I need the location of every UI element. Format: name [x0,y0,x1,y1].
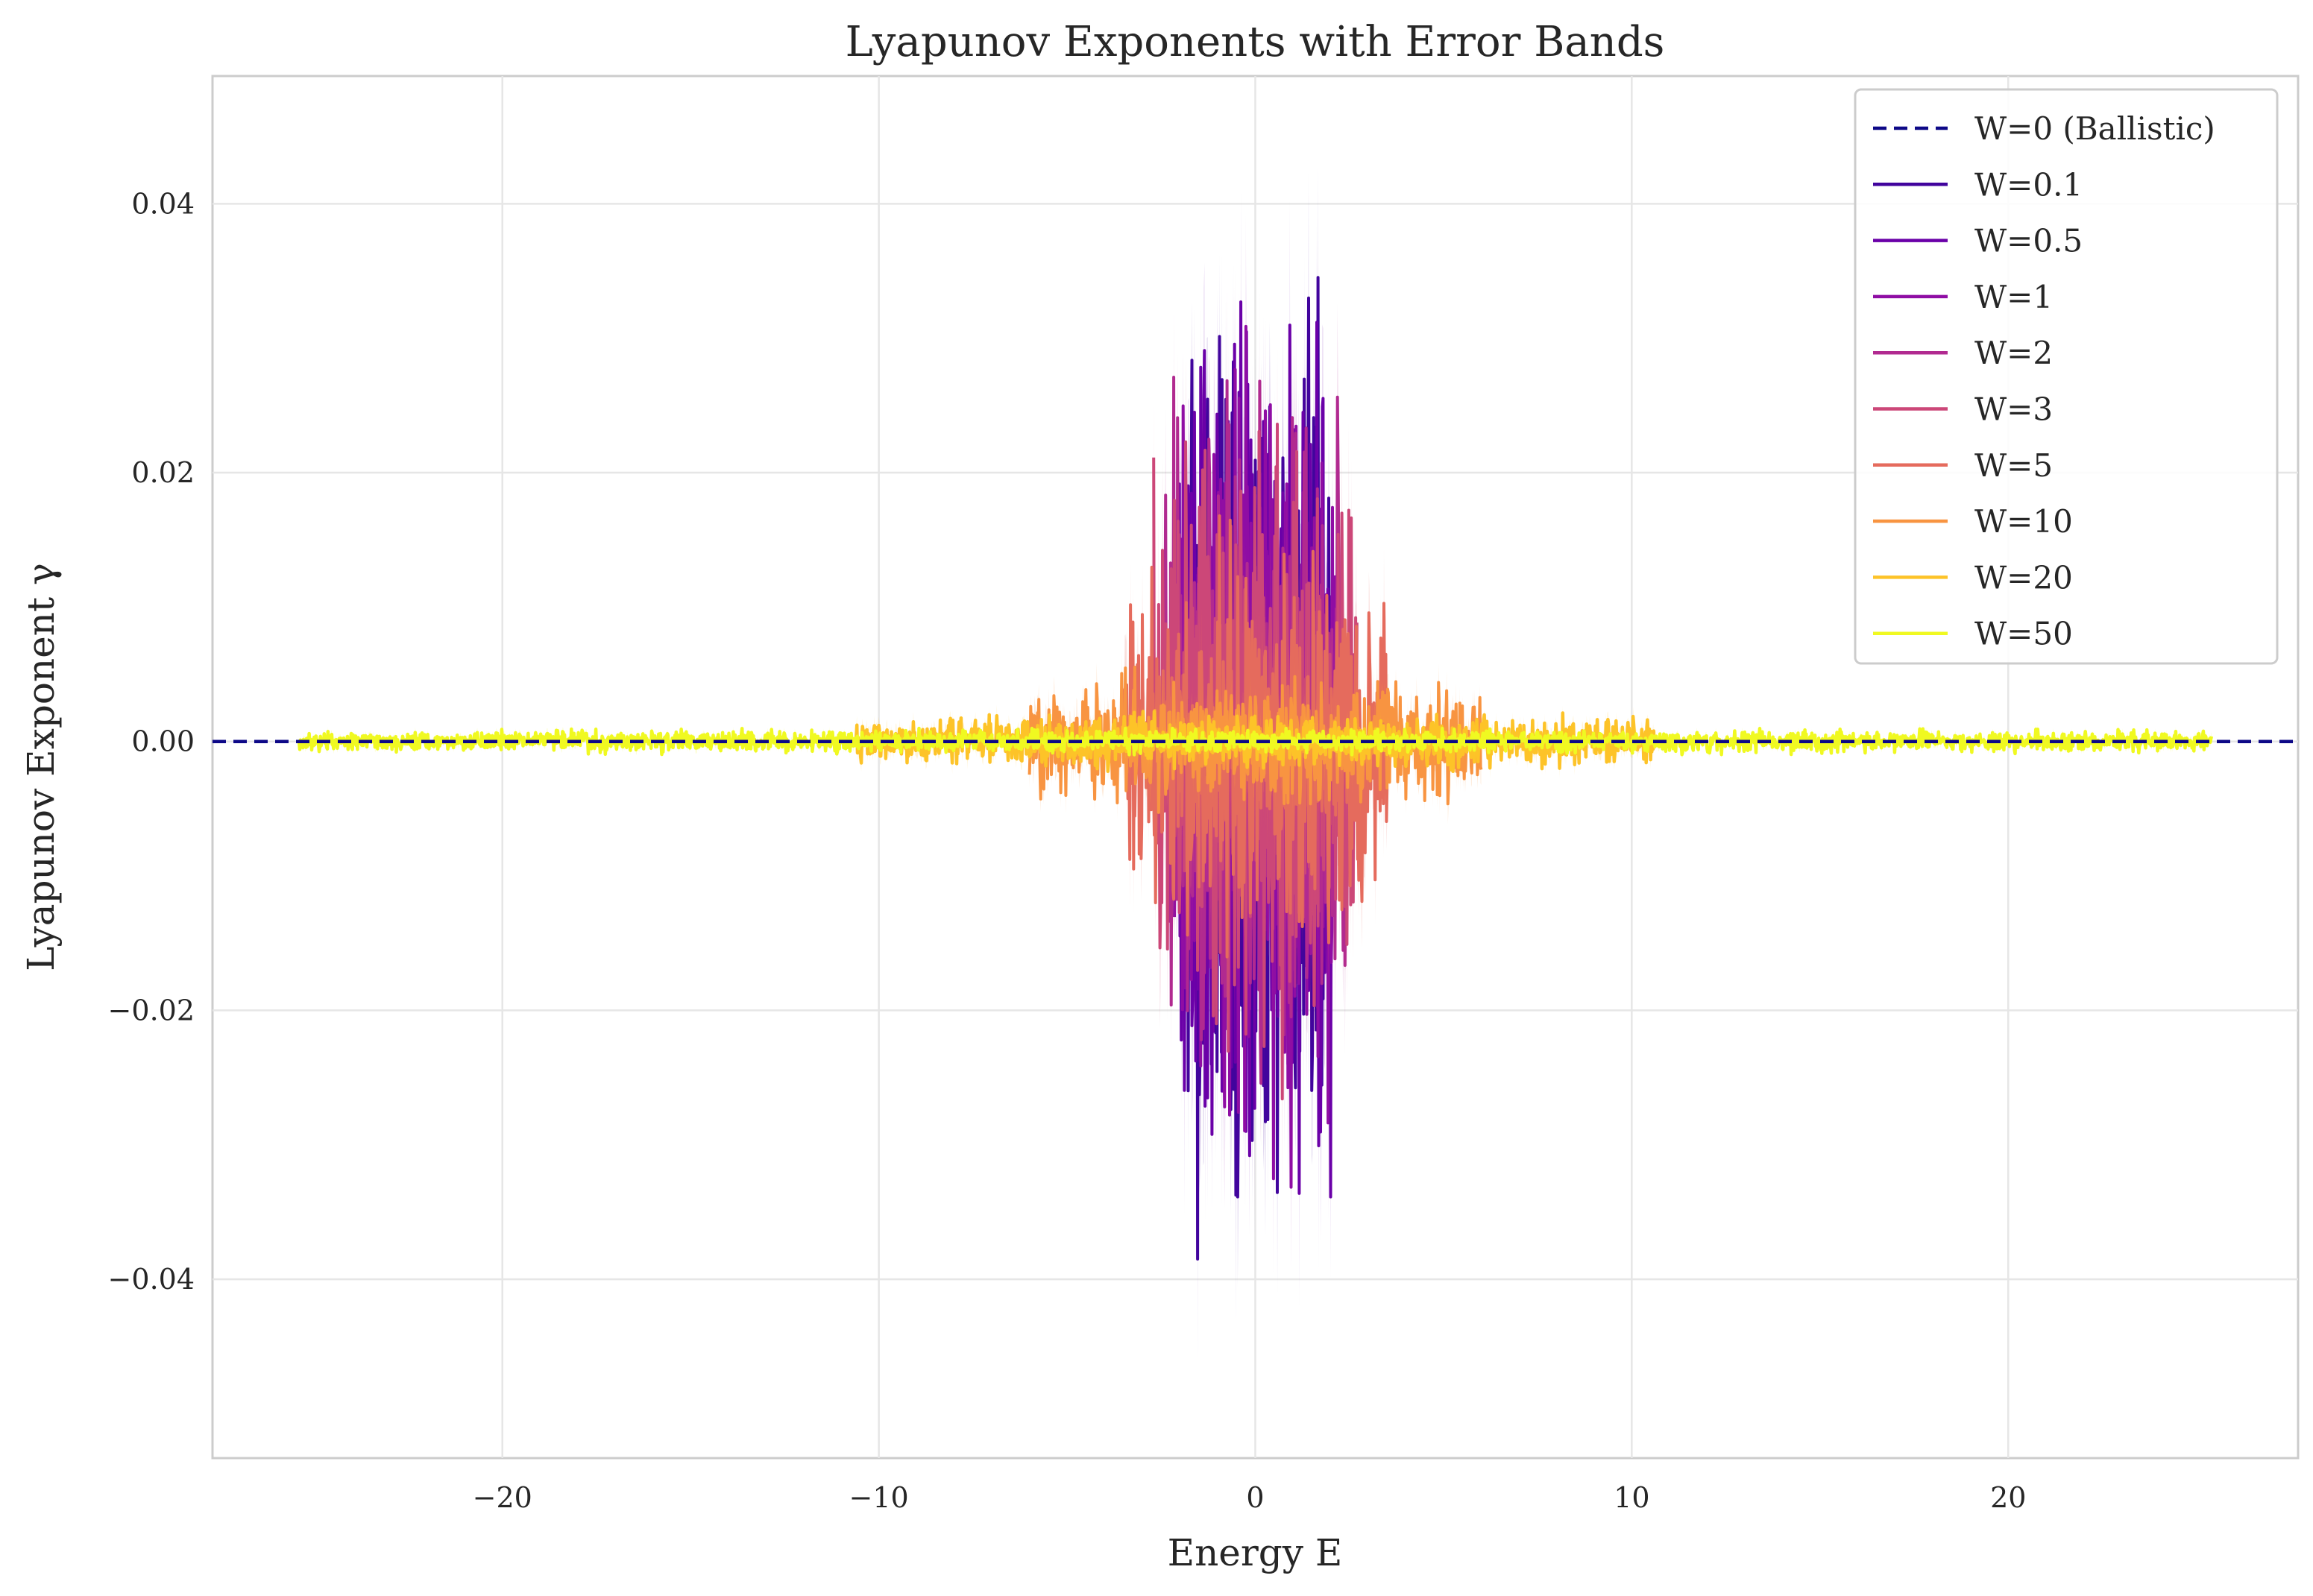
chart-title: Lyapunov Exponents with Error Bands [846,18,1665,66]
series-line-w-10 [1028,666,1483,814]
legend-items: W=0 (Ballistic) W=0.1 W=0.5 W=1 W=2 W=3 W=5 W=1… [1873,110,2215,652]
legend-label: W=20 [1974,559,2073,596]
error-band-w-5 [1123,485,1388,998]
x-tick-label: −20 [473,1481,532,1514]
y-tick-label: −0.02 [108,994,195,1026]
legend-label: W=2 [1974,335,2053,371]
legend: W=0 (Ballistic) W=0.1 W=0.5 W=1 W=2 W=3 W=5 W=1… [1854,88,2279,665]
x-axis-ticks: −20 −10 0 10 20 [473,1481,2027,1514]
legend-label: W=3 [1974,391,2053,428]
x-tick-label: 10 [1614,1481,1649,1514]
legend-label: W=5 [1974,447,2053,484]
legend-label: W=50 [1974,616,2073,652]
legend-frame [1854,88,2279,665]
x-tick-label: 0 [1246,1481,1264,1514]
legend-label: W=0 (Ballistic) [1974,110,2215,147]
y-tick-label: −0.04 [108,1263,195,1296]
legend-label: W=0.1 [1974,166,2083,203]
y-axis-label: Lyapunov Exponent γ [19,563,63,971]
y-axis-ticks: −0.04 −0.02 0.00 0.02 0.04 [108,187,195,1296]
y-tick-label: 0.04 [131,187,195,220]
legend-label: W=1 [1974,279,2053,315]
x-tick-label: −10 [849,1481,909,1514]
y-tick-label: 0.02 [131,456,195,489]
x-tick-label: 20 [1990,1481,2026,1514]
legend-label: W=10 [1974,503,2073,540]
legend-label: W=0.5 [1974,223,2083,259]
series-layer [297,158,2214,1373]
x-axis-label: Energy E [1168,1531,1343,1574]
y-tick-label: 0.00 [131,725,195,758]
